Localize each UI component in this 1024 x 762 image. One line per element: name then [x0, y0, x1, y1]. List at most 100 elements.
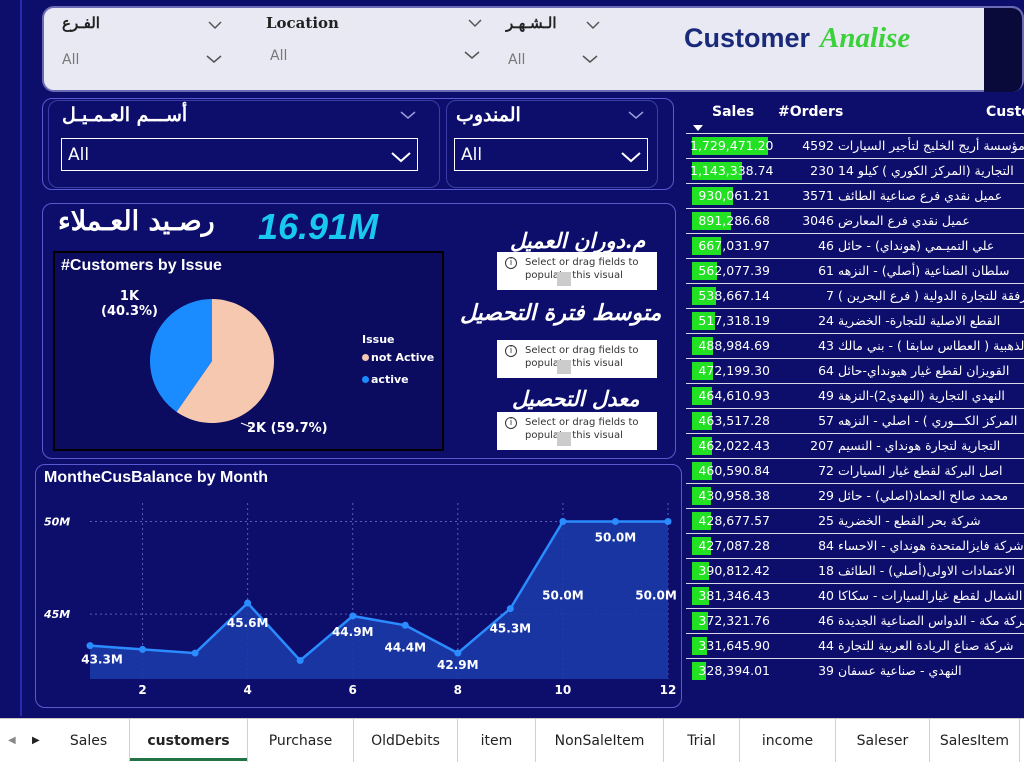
brand-title: Customer Analise — [684, 22, 910, 55]
chevron-down-icon[interactable] — [468, 18, 482, 30]
table-row[interactable]: 930,061.21 3571 عميل نقدي فرع صناعية الطائ… — [686, 183, 1024, 208]
sales-data-bar — [692, 612, 709, 630]
data-point[interactable] — [664, 518, 672, 526]
data-label: 50.0M — [635, 589, 677, 603]
x-tick-label: 10 — [555, 683, 572, 697]
table-row[interactable]: 328,394.01 39 النهدي - صناعية عسفان — [686, 658, 1024, 683]
table-row[interactable]: 538,667.14 7 رفقة للتجارة الدولية ( فرع ال… — [686, 283, 1024, 308]
orders-cell: 61 — [818, 263, 834, 278]
chevron-down-icon[interactable] — [582, 54, 598, 66]
tab-olddebits[interactable]: OldDebits — [354, 719, 458, 762]
chevron-down-icon[interactable] — [400, 110, 416, 122]
collection-rate-placeholder[interactable]: i Select or drag fields to populate this… — [497, 412, 657, 450]
column-header-customer[interactable]: Custo — [986, 104, 1024, 120]
data-point[interactable] — [139, 645, 147, 653]
table-row[interactable]: 667,031.97 46 علي التميـمي (هونداي) - حائل — [686, 233, 1024, 258]
table-row[interactable]: 517,318.19 24 القطع الاصلية للتجارة- الخضر… — [686, 308, 1024, 333]
chevron-down-icon[interactable] — [586, 20, 600, 32]
column-header-orders[interactable]: #Orders — [778, 104, 844, 120]
customer-name: شركة صناع الريادة العربية للتجارة — [838, 638, 1014, 653]
sales-cell: 427,087.28 — [698, 538, 770, 553]
sort-descending-icon[interactable] — [692, 117, 704, 136]
customer-name: شركة فايزالمتحدة هونداي - الاحساء — [838, 538, 1024, 553]
legend-dot — [362, 376, 369, 383]
month-filter-value[interactable]: All — [508, 52, 526, 68]
brand-word-analise: Analise — [820, 22, 911, 54]
data-point[interactable] — [454, 649, 462, 657]
legend-item-not-active[interactable]: not Active — [362, 351, 434, 364]
table-row[interactable]: 488,984.69 43 الذهبية ( العطاس سابقا ) - ب… — [686, 333, 1024, 358]
column-header-sales[interactable]: Sales — [712, 104, 755, 120]
table-row[interactable]: 430,958.38 29 محمد صالح الحماد(اصلي) - حائ… — [686, 483, 1024, 508]
table-row[interactable]: 562,077.39 61 سلطان الصناعية (أصلي) - النز… — [686, 258, 1024, 283]
branch-filter-value[interactable]: All — [62, 52, 80, 68]
chevron-down-icon[interactable] — [208, 20, 222, 32]
placeholder-text: Select or drag fields to populate this v… — [525, 257, 639, 281]
customer-cell: شركة صناع الريادة العربية للتجارة — [838, 634, 1024, 658]
tab-nonsaleitem[interactable]: NonSaleItem — [536, 719, 664, 762]
orders-cell: 230 — [810, 163, 834, 178]
table-row[interactable]: 372,321.76 46 شركة مكة - الدواس الصناعية ا… — [686, 608, 1024, 633]
tab-purchase[interactable]: Purchase — [248, 719, 354, 762]
data-point[interactable] — [296, 656, 304, 664]
turnover-placeholder[interactable]: i Select or drag fields to populate this… — [497, 252, 657, 290]
tab-customers[interactable]: customers — [130, 719, 248, 762]
orders-cell: 49 — [818, 388, 834, 403]
tab-trial[interactable]: Trial — [664, 719, 740, 762]
table-row[interactable]: 460,590.84 72 اصل البركة لقطع غيار السيارا… — [686, 458, 1024, 483]
tab-next-icon[interactable]: ▶ — [32, 735, 40, 746]
tab-income[interactable]: income — [740, 719, 836, 762]
data-point[interactable] — [191, 649, 199, 657]
pie-slice-active[interactable] — [150, 299, 212, 412]
tab-prev-icon[interactable]: ◀ — [8, 735, 16, 746]
rep-slicer-dropdown[interactable]: All — [454, 138, 648, 171]
sales-cell: 1,729,471.20 — [690, 138, 774, 153]
orders-cell: 207 — [810, 438, 834, 453]
table-row[interactable]: 427,087.28 84 شركة فايزالمتحدة هونداي - ال… — [686, 533, 1024, 558]
filter-bar: الفـرع All Location All الـشـهـر All Cus… — [42, 6, 1024, 92]
table-row[interactable]: 390,812.42 18 الاعتمادات الاولى(أصلي) - ال… — [686, 558, 1024, 583]
data-point[interactable] — [86, 642, 94, 650]
tab-saleser[interactable]: Saleser — [836, 719, 930, 762]
table-row[interactable]: 463,517.28 57 المركز الكـــوري ) - اصلي - … — [686, 408, 1024, 433]
table-row[interactable]: 464,610.93 49 النهدي التجارية (النهدي2)-ال… — [686, 383, 1024, 408]
sales-data-bar — [692, 487, 711, 505]
avg-collection-placeholder[interactable]: i Select or drag fields to populate this… — [497, 340, 657, 378]
table-row[interactable]: 1,729,471.20 4592 مؤسسة أريج الخليج لتأجير… — [686, 133, 1024, 158]
table-row[interactable]: 381,346.43 40 الشمال لقطع غيارالسيارات - س… — [686, 583, 1024, 608]
sales-cell: 381,346.43 — [698, 588, 770, 603]
chevron-down-icon[interactable] — [464, 50, 480, 62]
data-point[interactable] — [506, 605, 514, 613]
table-row[interactable]: 472,199.30 64 القويزان لقطع غيار هيونداي-ح… — [686, 358, 1024, 383]
data-point[interactable] — [401, 621, 409, 629]
table-row[interactable]: 462,022.43 207 التجارية لتجارة هونداي - ال… — [686, 433, 1024, 458]
table-row[interactable]: 428,677.57 25 شركة بحر القطع - الخضرية — [686, 508, 1024, 533]
customer-cell: شركة بحر القطع - الخضرية — [838, 509, 1024, 533]
chevron-down-icon[interactable] — [628, 110, 644, 122]
customer-name: الشمال لقطع غيارالسيارات - سكاكا — [838, 588, 1023, 603]
orders-cell: 72 — [818, 463, 834, 478]
legend-item-active[interactable]: active — [362, 373, 409, 386]
table-row[interactable]: 891,286.68 3046 عميل نقدي فرع المعارض — [686, 208, 1024, 233]
tab-salesitem[interactable]: SalesItem — [930, 719, 1020, 762]
customer-slicer-dropdown[interactable]: All — [61, 138, 418, 171]
tab-sales[interactable]: Sales — [48, 719, 130, 762]
data-label: 45.6M — [227, 616, 269, 630]
series-line — [89, 520, 668, 663]
chevron-down-icon[interactable] — [206, 54, 222, 66]
tab-item[interactable]: item — [458, 719, 536, 762]
data-point[interactable] — [559, 518, 567, 526]
data-point[interactable] — [244, 599, 252, 607]
sales-data-bar — [692, 537, 711, 555]
orders-cell: 43 — [818, 338, 834, 353]
table-row[interactable]: 1,143,338.74 230 التجارية (المركز الكوري )… — [686, 158, 1024, 183]
location-filter-value[interactable]: All — [270, 48, 288, 64]
table-row[interactable]: 331,645.90 44 شركة صناع الريادة العربية لل… — [686, 633, 1024, 658]
data-point[interactable] — [349, 612, 357, 620]
customer-name: علي التميـمي (هونداي) - حائل — [838, 238, 995, 253]
pie-slice-not-active[interactable] — [176, 299, 274, 423]
data-point[interactable] — [611, 518, 619, 526]
sales-cell: 667,031.97 — [698, 238, 770, 253]
x-tick-label: 12 — [660, 683, 677, 697]
customer-name: شركة بحر القطع - الخضرية — [838, 513, 981, 528]
